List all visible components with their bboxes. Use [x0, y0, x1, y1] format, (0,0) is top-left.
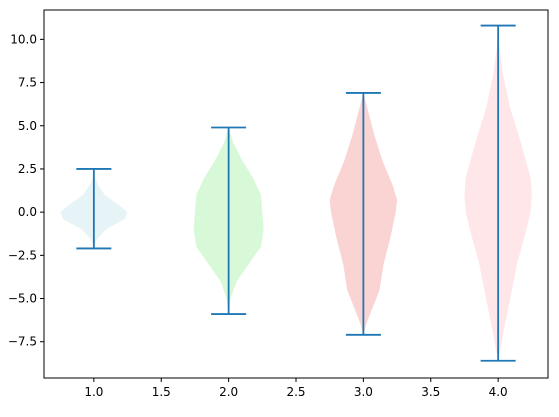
y-tick-label: 2.5 [18, 162, 37, 176]
x-tick-label: 2.0 [219, 385, 238, 399]
y-tick-label: −2.5 [8, 248, 37, 262]
y-tick-label: −5.0 [8, 292, 37, 306]
x-tick-label: 1.0 [84, 385, 103, 399]
x-axis: 1.0 1.5 2.0 2.5 3.0 3.5 4.0 [84, 378, 508, 399]
x-tick-label: 3.0 [354, 385, 373, 399]
violins-layer [60, 25, 532, 361]
x-tick-label: 2.5 [286, 385, 305, 399]
y-tick-label: 10.0 [10, 32, 37, 46]
y-axis: −7.5 −5.0 −2.5 0.0 2.5 5.0 7.5 10.0 [8, 32, 44, 349]
x-tick-label: 3.5 [421, 385, 440, 399]
stat-lines-layer [76, 24, 516, 362]
y-tick-label: 7.5 [18, 76, 37, 90]
x-tick-label: 1.5 [152, 385, 171, 399]
y-tick-label: 5.0 [18, 119, 37, 133]
y-tick-label: 0.0 [18, 205, 37, 219]
y-tick-label: −7.5 [8, 335, 37, 349]
x-tick-label: 4.0 [489, 385, 508, 399]
